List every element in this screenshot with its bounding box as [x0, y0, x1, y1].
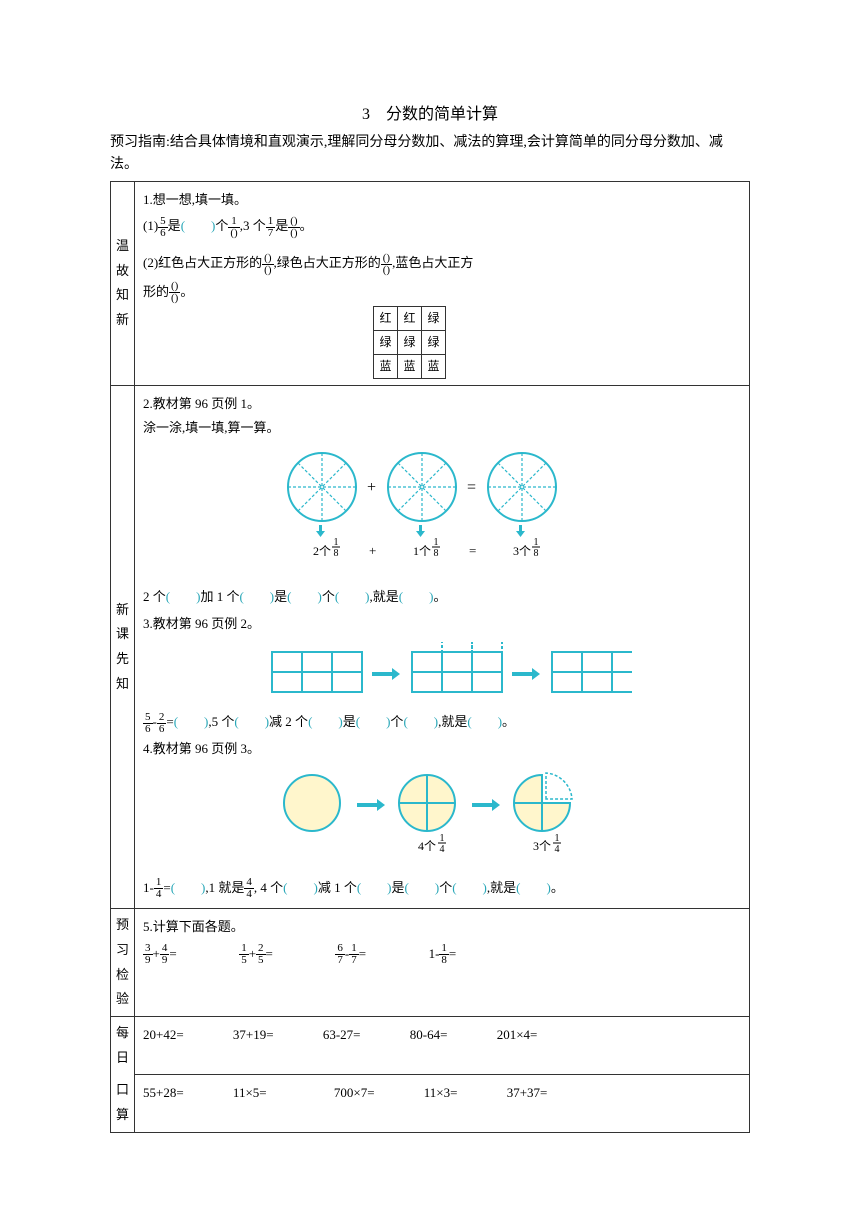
q1-line3: 形的()()。 — [143, 278, 741, 307]
svg-text:2个: 2个 — [313, 544, 331, 558]
svg-text:=: = — [467, 479, 476, 496]
svg-text:4: 4 — [440, 844, 445, 855]
section-3-content: 5.计算下面各题。 39+49= 15+25= 67-17= 1-18= — [135, 909, 750, 1017]
q3-head: 3.教材第 96 页例 2。 — [143, 612, 741, 637]
svg-text:4: 4 — [555, 844, 560, 855]
q5-items: 39+49= 15+25= 67-17= 1-18= — [143, 940, 741, 969]
q4-head: 4.教材第 96 页例 3。 — [143, 737, 741, 762]
q2-head: 2.教材第 96 页例 1。 — [143, 392, 741, 417]
q2-diagram: + = 2个 1个 — [143, 447, 741, 577]
daily-row2: 55+28= 11×5= 700×7= 11×3= 37+37= — [135, 1074, 750, 1132]
daily-row1: 20+42= 37+19= 63-27= 80-64= 201×4= — [135, 1016, 750, 1074]
q2-fill: 2 个( )加 1 个( )是( )个( ),就是( )。 — [143, 583, 741, 612]
svg-text:8: 8 — [434, 548, 439, 559]
svg-text:1: 1 — [334, 537, 339, 548]
q4-fill: 1-14=( ),1 就是44, 4 个( )减 1 个( )是( )个( ),… — [143, 874, 741, 903]
q5-head: 5.计算下面各题。 — [143, 915, 741, 940]
page-title: 3 分数的简单计算 — [110, 100, 750, 124]
svg-text:1: 1 — [555, 833, 560, 844]
section-2-label: 新课先知 — [111, 385, 135, 909]
daily-label: 每日 — [111, 1016, 135, 1074]
svg-text:+: + — [369, 543, 376, 558]
svg-text:1: 1 — [440, 833, 445, 844]
mental-label: 口算 — [111, 1074, 135, 1132]
q2-sub: 涂一涂,填一填,算一算。 — [143, 416, 741, 441]
section-2-content: 2.教材第 96 页例 1。 涂一涂,填一填,算一算。 + — [135, 385, 750, 909]
svg-text:1个: 1个 — [413, 544, 431, 558]
color-grid: 红红绿 绿绿绿 蓝蓝蓝 — [373, 306, 446, 378]
q4-diagram: 4个 3个 14 14 — [143, 768, 741, 868]
q1-line1: (1)56是( )个1(),3 个17是()()。 — [143, 212, 741, 241]
svg-text:=: = — [469, 543, 476, 558]
q1-head: 1.想一想,填一填。 — [143, 188, 741, 213]
q1-line2: (2)红色占大正方形的()(),绿色占大正方形的()(),蓝色占大正方 — [143, 249, 741, 278]
q3-diagram — [143, 642, 741, 702]
guide-text: 预习指南:结合具体情境和直观演示,理解同分母分数加、减法的算理,会计算简单的同分… — [110, 132, 750, 177]
svg-text:8: 8 — [334, 548, 339, 559]
svg-text:4个: 4个 — [418, 839, 436, 853]
section-1-content: 1.想一想,填一填。 (1)56是( )个1(),3 个17是()()。 (2)… — [135, 181, 750, 385]
svg-text:1: 1 — [534, 537, 539, 548]
svg-text:1: 1 — [434, 537, 439, 548]
svg-text:8: 8 — [534, 548, 539, 559]
svg-text:3个: 3个 — [533, 839, 551, 853]
svg-text:+: + — [367, 479, 376, 496]
section-3-label: 预习检验 — [111, 909, 135, 1017]
section-1-label: 温故知新 — [111, 181, 135, 385]
svg-text:3个: 3个 — [513, 544, 531, 558]
q3-fill: 56-26=( ),5 个( )减 2 个( )是( )个( ),就是( )。 — [143, 708, 741, 737]
main-table: 温故知新 1.想一想,填一填。 (1)56是( )个1(),3 个17是()()… — [110, 181, 750, 1133]
